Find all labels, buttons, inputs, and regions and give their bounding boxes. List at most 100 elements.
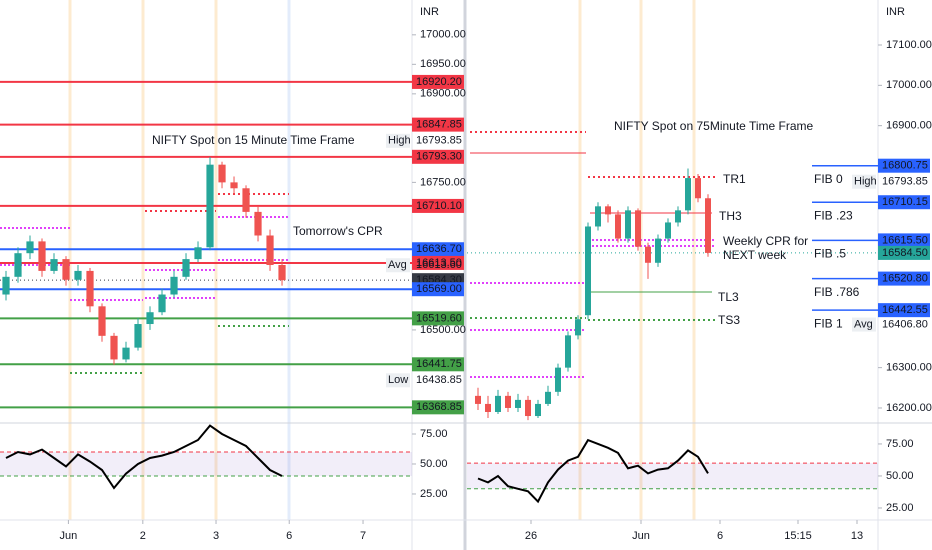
price-tag [412, 400, 464, 415]
candle-body [535, 403, 541, 417]
rsi-tick-label: 50.00 [420, 458, 448, 470]
candle-body [242, 188, 250, 212]
candle-body [86, 270, 94, 307]
candle-body [182, 259, 190, 277]
price-tag [878, 233, 930, 248]
price-tag-label: 16368.85 [416, 401, 462, 413]
candle-body [146, 312, 154, 325]
price-tag-label: 16520.80 [882, 272, 928, 284]
currency-label: INR [420, 6, 439, 18]
price-tag-label: 16710.10 [416, 200, 462, 212]
price-tag-label: 16793.30 [416, 151, 462, 163]
marker-value: 16406.80 [882, 318, 928, 330]
rsi-tick-label: 75.00 [886, 438, 914, 450]
price-tag-label: 16613.50 [416, 257, 462, 269]
candle-body [218, 164, 226, 183]
x-tick-label: 26 [525, 530, 537, 542]
candle-body [605, 206, 611, 215]
candle-body [505, 395, 511, 408]
candle-body [595, 206, 601, 227]
candle-body [515, 399, 521, 408]
candle-body [110, 335, 118, 360]
price-tag-label: 16441.75 [416, 358, 462, 370]
y-tick-label: 16950.00 [420, 58, 466, 70]
candle-body [122, 347, 130, 360]
chart-annotation: NEXT week [723, 248, 787, 262]
candle-body [158, 294, 166, 313]
chart-annotation: Weekly CPR for [723, 234, 808, 248]
marker-box [386, 258, 410, 273]
price-tag [412, 198, 464, 213]
y-tick-label: 16750.00 [420, 176, 466, 188]
price-tag [878, 195, 930, 210]
chart-annotation-title: NIFTY Spot on 75Minute Time Frame [614, 119, 814, 133]
price-tag [412, 242, 464, 257]
candle-body [655, 238, 661, 263]
marker-value: 16438.85 [416, 374, 462, 386]
candle-body [705, 198, 711, 253]
price-tag [878, 271, 930, 286]
chart-annotation: TR1 [723, 172, 746, 186]
price-tag [412, 117, 464, 132]
x-tick-label: 2 [140, 530, 146, 542]
chart-annotation: TL3 [718, 290, 739, 304]
marker-value: 16613.60 [416, 259, 462, 271]
candle-body [50, 259, 58, 271]
price-tag [878, 158, 930, 173]
chart-annotation: TH3 [719, 209, 742, 223]
marker-box [386, 373, 410, 388]
candle-body [585, 226, 591, 316]
y-tick-label: 17000.00 [886, 79, 932, 91]
x-tick-label: 6 [717, 530, 723, 542]
candle-body [695, 178, 701, 199]
price-tag-label: 16636.70 [416, 243, 462, 255]
rsi-tick-label: 25.00 [420, 488, 448, 500]
x-tick-label: 15:15 [784, 530, 812, 542]
price-tag [412, 255, 464, 270]
candle-body [475, 395, 481, 404]
price-tag-label: 16569.00 [416, 283, 462, 295]
price-tag-label: 16920.20 [416, 76, 462, 88]
price-tag-label: 16710.15 [882, 196, 928, 208]
candle-body [495, 395, 501, 412]
chart-annotation: TS3 [718, 313, 740, 327]
marker-box [852, 317, 876, 332]
price-tag-label: 16847.85 [416, 119, 462, 131]
price-tag [412, 357, 464, 372]
candle-body [206, 164, 214, 248]
marker-box [852, 174, 876, 189]
candle-body [62, 259, 70, 280]
candle-body [74, 270, 82, 280]
chart-annotation-title: NIFTY Spot on 15 Minute Time Frame [152, 133, 355, 147]
candle-body [2, 276, 10, 295]
candle-body [565, 335, 571, 368]
rsi-line [477, 438, 709, 504]
marker-name: Avg [388, 259, 407, 271]
y-tick-label: 17000.00 [420, 29, 466, 41]
candle-body [26, 241, 34, 254]
candle-body [625, 210, 631, 239]
candle-body [555, 367, 561, 392]
y-tick-label: 16500.00 [420, 324, 466, 336]
candle-body [665, 222, 671, 239]
candle-body [545, 391, 551, 404]
marker-name: High [388, 135, 411, 147]
candle-body [194, 247, 202, 260]
rsi-tick-label: 50.00 [886, 470, 914, 482]
candle-body [525, 399, 531, 417]
price-tag [412, 311, 464, 326]
candle-body [635, 210, 641, 247]
candle-body [645, 246, 651, 263]
rsi-line [5, 424, 283, 490]
price-tag [878, 303, 930, 318]
x-tick-label: 3 [213, 530, 219, 542]
marker-name: Avg [854, 318, 873, 330]
x-tick-label: 6 [286, 530, 292, 542]
marker-value: 16793.85 [882, 176, 928, 188]
fib-label: FIB 1 [814, 316, 843, 330]
candle-body [38, 241, 46, 271]
price-tag [412, 149, 464, 164]
rsi-band [467, 463, 878, 489]
candle-body [134, 324, 142, 348]
